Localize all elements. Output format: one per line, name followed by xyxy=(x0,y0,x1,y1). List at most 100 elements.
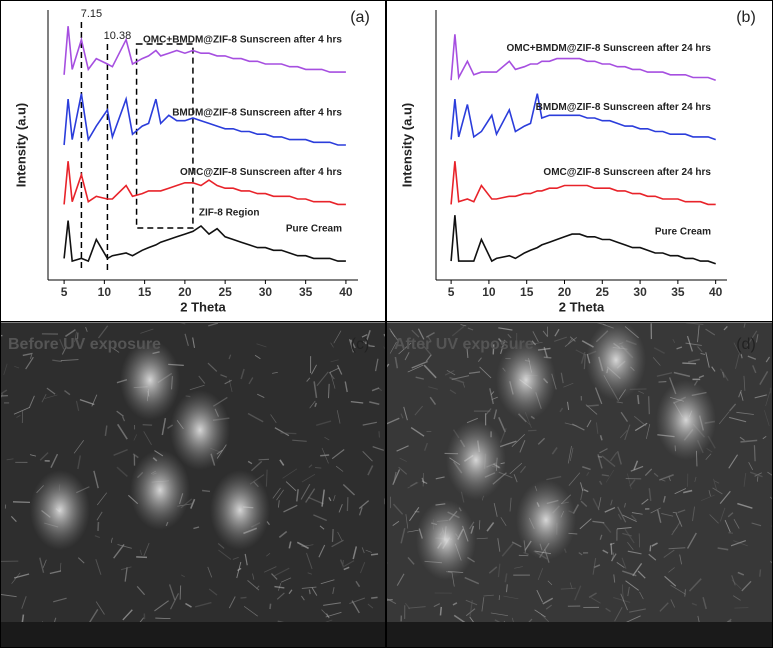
series-line xyxy=(63,26,346,75)
texture xyxy=(198,375,206,384)
texture xyxy=(624,528,635,544)
texture xyxy=(444,369,455,376)
texture xyxy=(333,330,342,344)
texture xyxy=(371,387,380,392)
texture xyxy=(547,580,553,586)
texture xyxy=(675,513,683,527)
x-tick-label: 10 xyxy=(98,285,112,299)
texture xyxy=(324,436,330,441)
texture xyxy=(358,507,363,516)
texture xyxy=(466,347,469,359)
texture xyxy=(383,346,386,351)
texture xyxy=(622,514,637,522)
texture xyxy=(496,340,556,420)
texture xyxy=(247,412,264,423)
texture xyxy=(673,371,691,378)
texture xyxy=(670,599,676,608)
texture xyxy=(315,420,332,426)
series-label: OMC+BMDM@ZIF-8 Sunscreen after 4 hrs xyxy=(143,35,342,46)
texture xyxy=(361,334,368,338)
texture xyxy=(414,405,424,416)
texture xyxy=(469,599,473,617)
texture xyxy=(700,494,715,501)
texture xyxy=(616,401,623,404)
texture xyxy=(687,358,700,363)
texture xyxy=(280,432,297,435)
texture xyxy=(117,544,132,549)
series-label: Pure Cream xyxy=(286,224,342,235)
texture xyxy=(367,465,374,476)
texture xyxy=(493,409,498,420)
region-label: ZIF-8 Region xyxy=(199,208,260,219)
texture xyxy=(627,586,630,597)
texture xyxy=(551,447,558,455)
texture xyxy=(449,389,457,395)
texture xyxy=(674,488,687,495)
texture xyxy=(243,606,258,617)
texture xyxy=(12,501,31,504)
texture xyxy=(367,603,374,609)
texture xyxy=(580,500,588,508)
panel-label: (c) xyxy=(351,336,370,353)
texture xyxy=(282,468,298,479)
texture xyxy=(705,328,716,336)
texture xyxy=(462,383,466,388)
texture xyxy=(613,574,616,583)
texture xyxy=(569,447,574,462)
texture xyxy=(93,470,99,489)
texture xyxy=(586,471,590,476)
texture xyxy=(697,325,700,343)
texture xyxy=(435,476,445,480)
texture xyxy=(757,476,759,482)
texture xyxy=(649,545,652,552)
texture xyxy=(598,497,602,510)
texture xyxy=(634,422,648,432)
texture xyxy=(516,480,576,560)
texture xyxy=(564,422,578,427)
texture xyxy=(121,416,126,422)
texture xyxy=(731,575,736,586)
texture xyxy=(449,376,465,384)
panel-label: (a) xyxy=(350,9,370,26)
x-tick-label: 35 xyxy=(671,285,685,299)
texture xyxy=(560,587,576,590)
texture xyxy=(112,347,120,353)
texture xyxy=(610,553,617,562)
texture xyxy=(629,608,646,613)
texture xyxy=(207,362,218,372)
texture xyxy=(519,439,526,453)
texture xyxy=(64,389,71,396)
texture xyxy=(276,489,284,501)
texture xyxy=(624,424,631,441)
texture xyxy=(220,374,228,378)
texture xyxy=(16,415,21,418)
x-tick-label: 30 xyxy=(633,285,647,299)
texture xyxy=(316,371,329,387)
texture xyxy=(486,521,495,532)
texture xyxy=(313,381,318,398)
texture xyxy=(311,364,317,375)
texture xyxy=(6,458,14,461)
texture xyxy=(283,504,298,513)
texture xyxy=(308,589,311,595)
texture xyxy=(407,364,424,373)
texture xyxy=(423,364,437,379)
texture xyxy=(464,576,480,585)
texture xyxy=(318,544,326,558)
texture xyxy=(564,337,578,347)
texture xyxy=(195,601,212,608)
texture xyxy=(597,454,603,469)
texture xyxy=(682,362,697,365)
texture xyxy=(627,473,632,490)
texture xyxy=(752,365,757,374)
texture xyxy=(1,594,17,598)
texture xyxy=(410,481,418,487)
texture xyxy=(392,503,404,515)
texture xyxy=(767,471,772,476)
texture xyxy=(622,570,637,577)
texture xyxy=(254,354,261,360)
texture xyxy=(497,563,501,578)
texture xyxy=(411,329,420,338)
texture xyxy=(29,454,37,457)
texture xyxy=(269,603,272,610)
